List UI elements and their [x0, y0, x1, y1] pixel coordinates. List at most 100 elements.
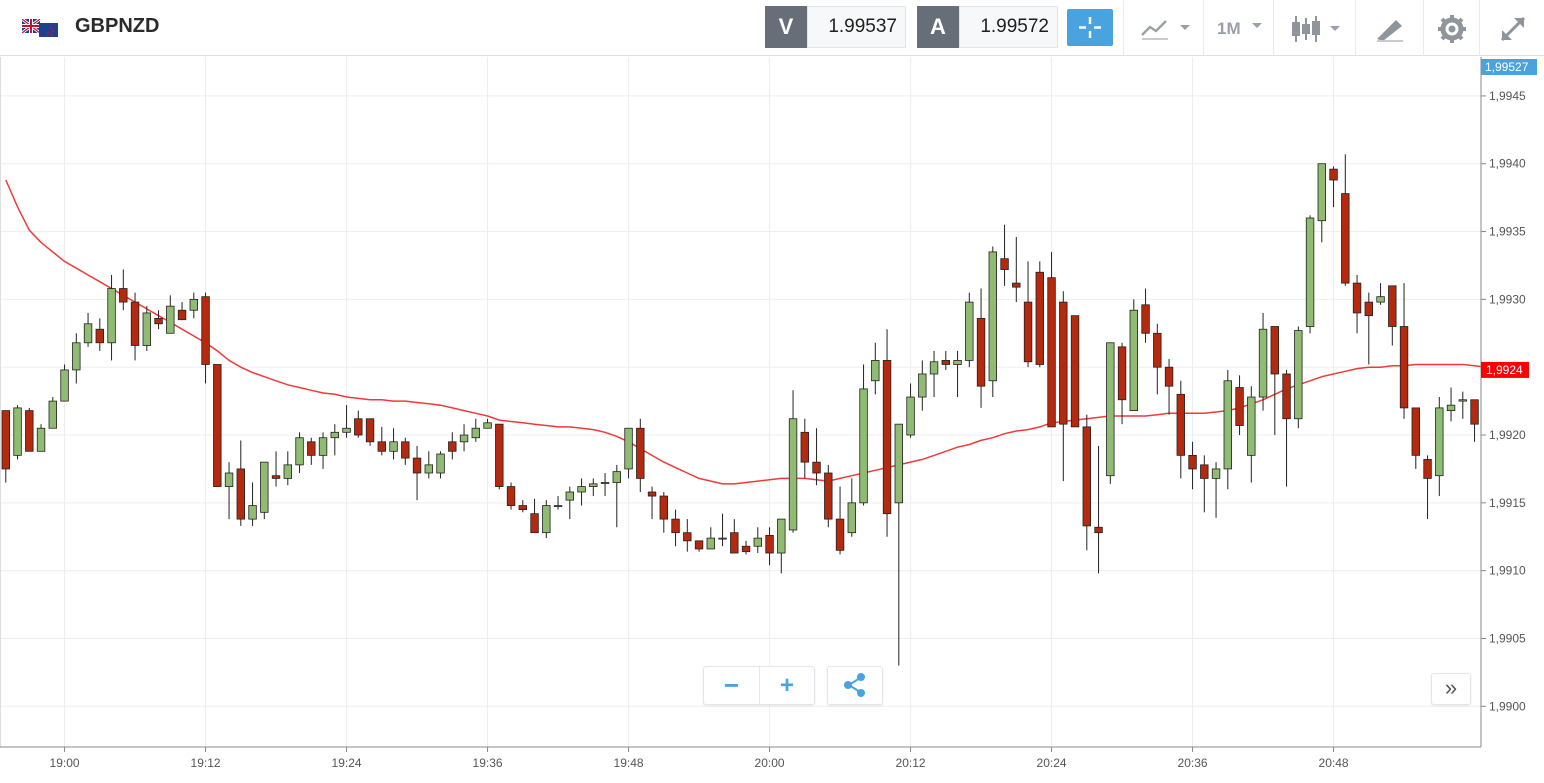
y-tick-label: 1,9930 [1489, 292, 1526, 306]
candle-down [448, 441, 457, 452]
y-axis: 1,99001,99051,99101,99151,99201,99251,99… [1480, 57, 1526, 747]
candle-down [154, 317, 163, 325]
candle-up [1223, 380, 1232, 470]
x-tick-label: 19:12 [191, 756, 221, 770]
candle-down [1388, 285, 1397, 327]
fullscreen-button[interactable] [1479, 0, 1544, 56]
timeframe-button[interactable] [1203, 0, 1273, 56]
gear-icon [1438, 15, 1466, 43]
candle-down [1411, 407, 1420, 456]
candle-up [1129, 309, 1138, 412]
candle-down [1341, 193, 1350, 284]
candle-down [1012, 282, 1021, 288]
candle-up [847, 502, 856, 534]
candle-up [953, 360, 962, 365]
candle-down [800, 431, 809, 463]
zoom-out-button[interactable]: − [704, 667, 760, 704]
sell-price[interactable]: 1.99537 [807, 6, 906, 48]
candle-down [271, 475, 281, 479]
x-tick-label: 20:12 [896, 756, 926, 770]
candle-up [600, 482, 610, 484]
candle-down [765, 534, 774, 554]
chart-type-button[interactable] [1273, 0, 1355, 56]
y-tick-label: 1,9900 [1489, 699, 1526, 713]
x-tick-label: 20:24 [1037, 756, 1067, 770]
last-price-label: 1,99527 [1485, 60, 1529, 74]
candle-down [694, 540, 704, 550]
buy-button[interactable]: A [917, 6, 959, 48]
buy-price[interactable]: 1.99572 [959, 6, 1058, 48]
chart-grid [0, 57, 1481, 747]
line-chart-icon [1141, 20, 1190, 40]
candle-down [1188, 454, 1197, 470]
candle-up [342, 427, 351, 433]
candle-down [1329, 168, 1338, 181]
candle-up [624, 427, 633, 470]
candles [1, 154, 1479, 666]
candle-down [365, 418, 375, 443]
candle-up [871, 360, 880, 382]
candle-up [60, 369, 69, 402]
candle-up [706, 537, 715, 550]
candle-up [1247, 396, 1256, 456]
x-axis: 19:00 19:12 19:24 19:36 19:48 20:00 20:12 20:24… [0, 746, 1481, 770]
candle-down [530, 513, 539, 534]
crosshair-icon [1079, 17, 1101, 38]
candle-down [647, 491, 657, 497]
candle-up [1317, 163, 1326, 222]
sell-button[interactable]: V [765, 6, 807, 48]
expand-icon [1500, 16, 1526, 42]
candle-down [1047, 277, 1056, 428]
candle-down [1399, 326, 1409, 409]
candle-down [1035, 271, 1044, 365]
candle-down [518, 505, 527, 511]
candle-up [1294, 330, 1303, 420]
share-icon [844, 673, 865, 697]
y-tick-label: 1,9905 [1489, 631, 1526, 645]
candle-down [213, 364, 222, 487]
uk-nz-flag-icon [22, 19, 58, 37]
candle-down [25, 410, 34, 452]
candle-up [589, 483, 598, 487]
indicators-button[interactable] [1123, 0, 1203, 56]
moving-average-line [5, 179, 1510, 485]
candlestick-icon [1292, 16, 1340, 42]
candle-up [1446, 404, 1456, 412]
candle-up [1106, 342, 1115, 477]
candle-up [1211, 468, 1221, 479]
x-tick-label: 19:24 [332, 756, 362, 770]
candle-up [1376, 296, 1385, 303]
drawing-tools-button[interactable] [1355, 0, 1423, 56]
zoom-controls: − + [703, 666, 815, 705]
candle-down [1082, 426, 1091, 527]
crosshair-button[interactable] [1067, 9, 1113, 46]
candle-up [542, 505, 551, 534]
candle-up [424, 464, 433, 474]
candle-down [307, 441, 316, 456]
candle-up [1258, 328, 1268, 398]
candle-down [177, 309, 187, 321]
scroll-right-button[interactable]: » [1431, 673, 1471, 705]
candle-down [1200, 464, 1209, 479]
candlestick-chart[interactable]: 1,99001,99051,99101,99151,99201,99251,99… [0, 57, 1544, 783]
candle-down [1117, 346, 1127, 401]
candle-up [788, 418, 798, 531]
settings-button[interactable] [1423, 0, 1479, 56]
candle-up [389, 441, 398, 452]
candle-up [906, 396, 915, 436]
zoom-in-button[interactable]: + [779, 672, 794, 699]
candle-down [941, 360, 950, 365]
candle-up [224, 472, 234, 487]
candle-down [354, 418, 363, 436]
share-button[interactable] [827, 666, 883, 705]
y-tick-label: 1,9915 [1489, 496, 1526, 510]
candle-up [565, 491, 574, 501]
candle-down [1023, 301, 1033, 363]
y-tick-label: 1,9940 [1489, 157, 1526, 171]
drawing-pen-icon [1377, 20, 1403, 42]
last-price-tag [1481, 59, 1537, 75]
candle-down [1270, 326, 1279, 375]
candle-down [835, 518, 845, 551]
candle-up [483, 422, 492, 429]
candle-up [777, 518, 786, 554]
